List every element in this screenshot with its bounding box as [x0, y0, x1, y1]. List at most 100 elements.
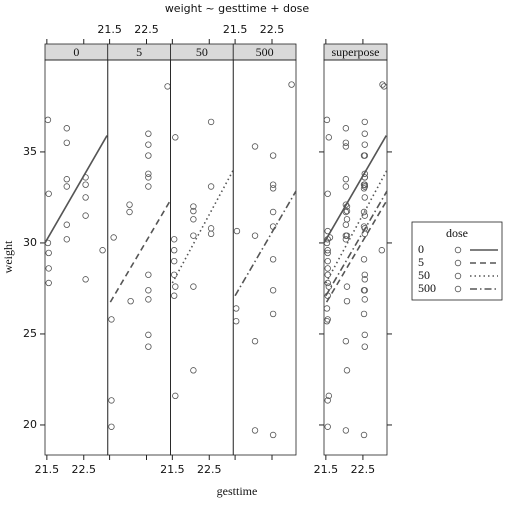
- panel: [323, 59, 388, 456]
- legend-label: 500: [418, 281, 436, 295]
- point: [288, 81, 295, 88]
- point: [233, 318, 240, 325]
- point: [45, 249, 52, 257]
- point: [145, 331, 152, 339]
- strip-label: 5: [136, 45, 142, 59]
- point: [361, 296, 368, 303]
- point: [44, 116, 52, 124]
- point: [190, 367, 197, 374]
- point: [172, 134, 179, 141]
- strip-label: 500: [256, 45, 274, 59]
- x-tick-label: 22.5: [197, 463, 222, 476]
- point: [172, 283, 179, 290]
- x-tick-label: 21.5: [160, 463, 185, 476]
- strip-label: superpose: [332, 45, 380, 59]
- point: [342, 427, 350, 434]
- point: [190, 283, 197, 290]
- fit-line: [234, 190, 297, 297]
- point: [269, 208, 277, 216]
- point: [343, 367, 351, 374]
- point: [342, 236, 350, 243]
- point: [251, 143, 259, 150]
- point: [324, 247, 331, 254]
- point: [170, 257, 178, 265]
- point: [145, 271, 152, 278]
- legend-title: dose: [446, 226, 468, 240]
- point: [343, 297, 351, 305]
- x-tick-label: 21.5: [35, 463, 60, 476]
- point: [361, 230, 368, 238]
- legend-marker: [454, 246, 462, 254]
- point: [145, 343, 152, 350]
- point: [342, 232, 350, 239]
- point: [145, 130, 152, 137]
- point: [145, 287, 152, 294]
- y-axis-label: weight: [1, 240, 15, 273]
- x-tick-label: 21.5: [97, 23, 122, 36]
- x-axis-label: gesttime: [217, 484, 258, 498]
- fit-line: [325, 169, 388, 284]
- point: [82, 276, 89, 283]
- point: [145, 152, 152, 159]
- point: [126, 201, 133, 208]
- point: [145, 170, 152, 177]
- point: [326, 234, 334, 241]
- point: [63, 139, 70, 147]
- legend-label: 50: [418, 268, 430, 282]
- point: [145, 296, 152, 303]
- point: [63, 221, 70, 228]
- point: [207, 225, 215, 232]
- point: [361, 271, 368, 278]
- point: [269, 431, 277, 439]
- point: [324, 190, 331, 197]
- point: [323, 318, 331, 325]
- point: [233, 227, 241, 235]
- point: [45, 279, 52, 287]
- legend-label: 5: [418, 255, 424, 269]
- point: [269, 181, 277, 188]
- panel: [170, 59, 234, 456]
- point: [190, 232, 197, 239]
- fit-line: [109, 199, 172, 303]
- point: [269, 287, 277, 294]
- point: [342, 201, 350, 208]
- point: [360, 152, 368, 159]
- y-tick-label: 30: [23, 236, 37, 249]
- point: [325, 392, 333, 400]
- point: [324, 279, 331, 287]
- point: [360, 310, 368, 318]
- strip-label: 50: [196, 45, 208, 59]
- point: [361, 130, 368, 137]
- point: [108, 316, 115, 323]
- point: [82, 212, 89, 219]
- point: [342, 143, 350, 150]
- point: [324, 236, 331, 243]
- point: [170, 247, 178, 254]
- point: [269, 185, 277, 192]
- point: [207, 230, 215, 238]
- fit-line: [323, 135, 387, 244]
- point: [324, 397, 331, 404]
- point: [361, 276, 368, 283]
- point: [361, 212, 368, 219]
- point: [207, 118, 215, 126]
- point: [342, 221, 350, 228]
- point: [342, 125, 350, 132]
- point: [233, 305, 240, 312]
- point: [323, 116, 331, 124]
- y-tick-label: 20: [23, 418, 37, 431]
- point: [251, 338, 259, 345]
- point: [99, 247, 106, 254]
- point: [63, 183, 70, 190]
- x-tick-label: 22.5: [260, 23, 285, 36]
- legend-marker: [454, 272, 462, 280]
- point: [269, 310, 277, 318]
- point: [361, 174, 368, 181]
- panel: [44, 59, 109, 456]
- point: [45, 265, 52, 272]
- point: [343, 283, 351, 290]
- y-tick-label: 25: [23, 327, 37, 340]
- fit-line: [44, 135, 108, 244]
- panel: [107, 59, 171, 456]
